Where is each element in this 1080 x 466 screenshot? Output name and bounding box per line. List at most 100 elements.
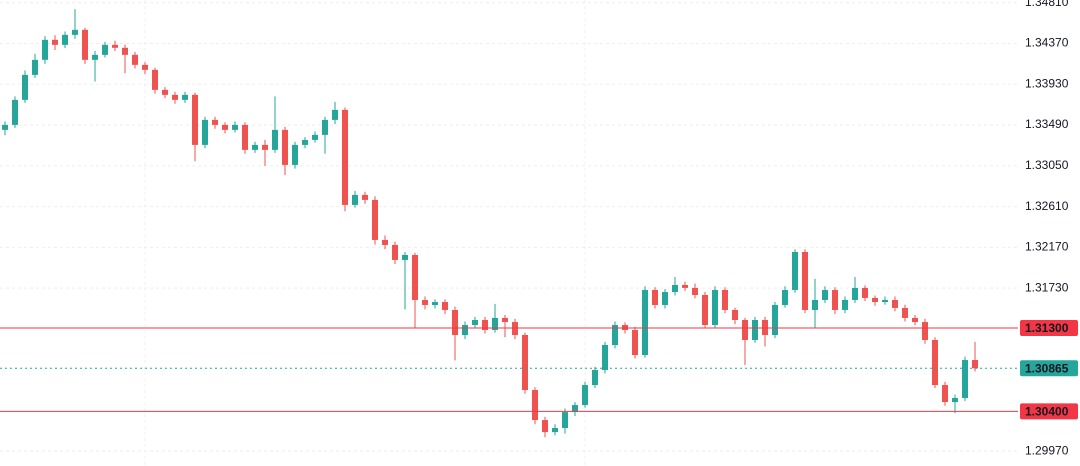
candle-body bbox=[292, 144, 298, 165]
price-label: 1.31300 bbox=[1025, 321, 1069, 335]
candle-body bbox=[482, 319, 488, 330]
candle-body bbox=[172, 94, 178, 100]
candle-body bbox=[662, 292, 668, 305]
candle-body bbox=[522, 335, 528, 391]
candle-body bbox=[552, 428, 558, 433]
candle-body bbox=[212, 119, 218, 125]
candle-body bbox=[742, 319, 748, 341]
candle-body bbox=[72, 29, 78, 35]
candle-body bbox=[572, 405, 578, 413]
candle-body bbox=[272, 129, 278, 150]
candle-body bbox=[102, 44, 108, 55]
y-tick-label: 1.32610 bbox=[1025, 199, 1069, 213]
candle-body bbox=[122, 47, 128, 55]
candle-body bbox=[402, 254, 408, 260]
candle-body bbox=[452, 309, 458, 336]
candle-body bbox=[852, 287, 858, 300]
price-label-box bbox=[1020, 360, 1078, 377]
candle-body bbox=[932, 340, 938, 386]
candle-body bbox=[892, 299, 898, 308]
price-label-box bbox=[1020, 319, 1078, 336]
candle-body bbox=[612, 324, 618, 346]
candle-body bbox=[922, 322, 928, 341]
candle-body bbox=[792, 251, 798, 290]
candle-body bbox=[582, 385, 588, 406]
candle-body bbox=[22, 74, 28, 100]
y-tick-label: 1.34810 bbox=[1025, 0, 1069, 9]
candle-body bbox=[782, 289, 788, 305]
candle-body bbox=[252, 144, 258, 150]
candle-body bbox=[372, 199, 378, 240]
candle-body bbox=[182, 94, 188, 100]
candle-body bbox=[62, 34, 68, 45]
price-label-box bbox=[1020, 403, 1078, 420]
y-tick-label: 1.33490 bbox=[1025, 117, 1069, 131]
candle-body bbox=[312, 134, 318, 140]
candle-body bbox=[42, 39, 48, 60]
candle-body bbox=[362, 194, 368, 200]
candle-body bbox=[942, 385, 948, 403]
candle-body bbox=[412, 254, 418, 300]
y-tick-label: 1.33930 bbox=[1025, 76, 1069, 90]
candle-body bbox=[752, 319, 758, 341]
candle-body bbox=[262, 144, 268, 150]
candle-body bbox=[162, 89, 168, 95]
candle-body bbox=[32, 59, 38, 75]
candle-body bbox=[732, 309, 738, 320]
candle-body bbox=[682, 284, 688, 288]
y-tick-label: 1.33050 bbox=[1025, 158, 1069, 172]
candle-body bbox=[132, 54, 138, 65]
candle-body bbox=[392, 244, 398, 260]
candle-body bbox=[192, 94, 198, 145]
candle-body bbox=[222, 124, 228, 130]
candle-body bbox=[422, 299, 428, 305]
candle-body bbox=[2, 124, 8, 130]
candle-body bbox=[512, 322, 518, 336]
price-label: 1.30865 bbox=[1025, 361, 1069, 375]
candle-body bbox=[642, 289, 648, 356]
candle-body bbox=[882, 299, 888, 303]
candle-body bbox=[532, 390, 538, 421]
candle-body bbox=[912, 317, 918, 323]
candle-body bbox=[302, 139, 308, 145]
candle-body bbox=[692, 287, 698, 295]
candle-body bbox=[832, 289, 838, 310]
candle-body bbox=[802, 251, 808, 310]
candle-body bbox=[12, 99, 18, 125]
candle-body bbox=[812, 299, 818, 310]
candle-body bbox=[202, 119, 208, 145]
candle-body bbox=[112, 44, 118, 48]
candle-body bbox=[952, 397, 958, 403]
candle-body bbox=[962, 360, 968, 398]
candle-body bbox=[432, 302, 438, 305]
candle-body bbox=[82, 29, 88, 60]
candle-body bbox=[722, 289, 728, 310]
candle-body bbox=[772, 304, 778, 336]
candle-body bbox=[462, 324, 468, 336]
candle-body bbox=[342, 109, 348, 205]
y-tick-label: 1.32170 bbox=[1025, 240, 1069, 254]
candle-body bbox=[822, 289, 828, 300]
candle-body bbox=[442, 302, 448, 310]
candle-body bbox=[672, 284, 678, 293]
candle-body bbox=[592, 370, 598, 386]
candle-body bbox=[652, 289, 658, 305]
candle-body bbox=[152, 69, 158, 90]
candle-body bbox=[702, 294, 708, 325]
candle-body bbox=[502, 317, 508, 323]
candle-body bbox=[472, 319, 478, 325]
candle-body bbox=[842, 299, 848, 310]
candle-body bbox=[542, 420, 548, 433]
candle-body bbox=[972, 360, 978, 369]
candle-body bbox=[382, 239, 388, 245]
candle-body bbox=[902, 307, 908, 318]
candle-body bbox=[352, 194, 358, 205]
candle-body bbox=[862, 287, 868, 298]
candle-body bbox=[602, 345, 608, 371]
candle-body bbox=[872, 297, 878, 303]
candle-body bbox=[492, 317, 498, 330]
candle-body bbox=[232, 124, 238, 130]
y-tick-label: 1.31730 bbox=[1025, 280, 1069, 294]
